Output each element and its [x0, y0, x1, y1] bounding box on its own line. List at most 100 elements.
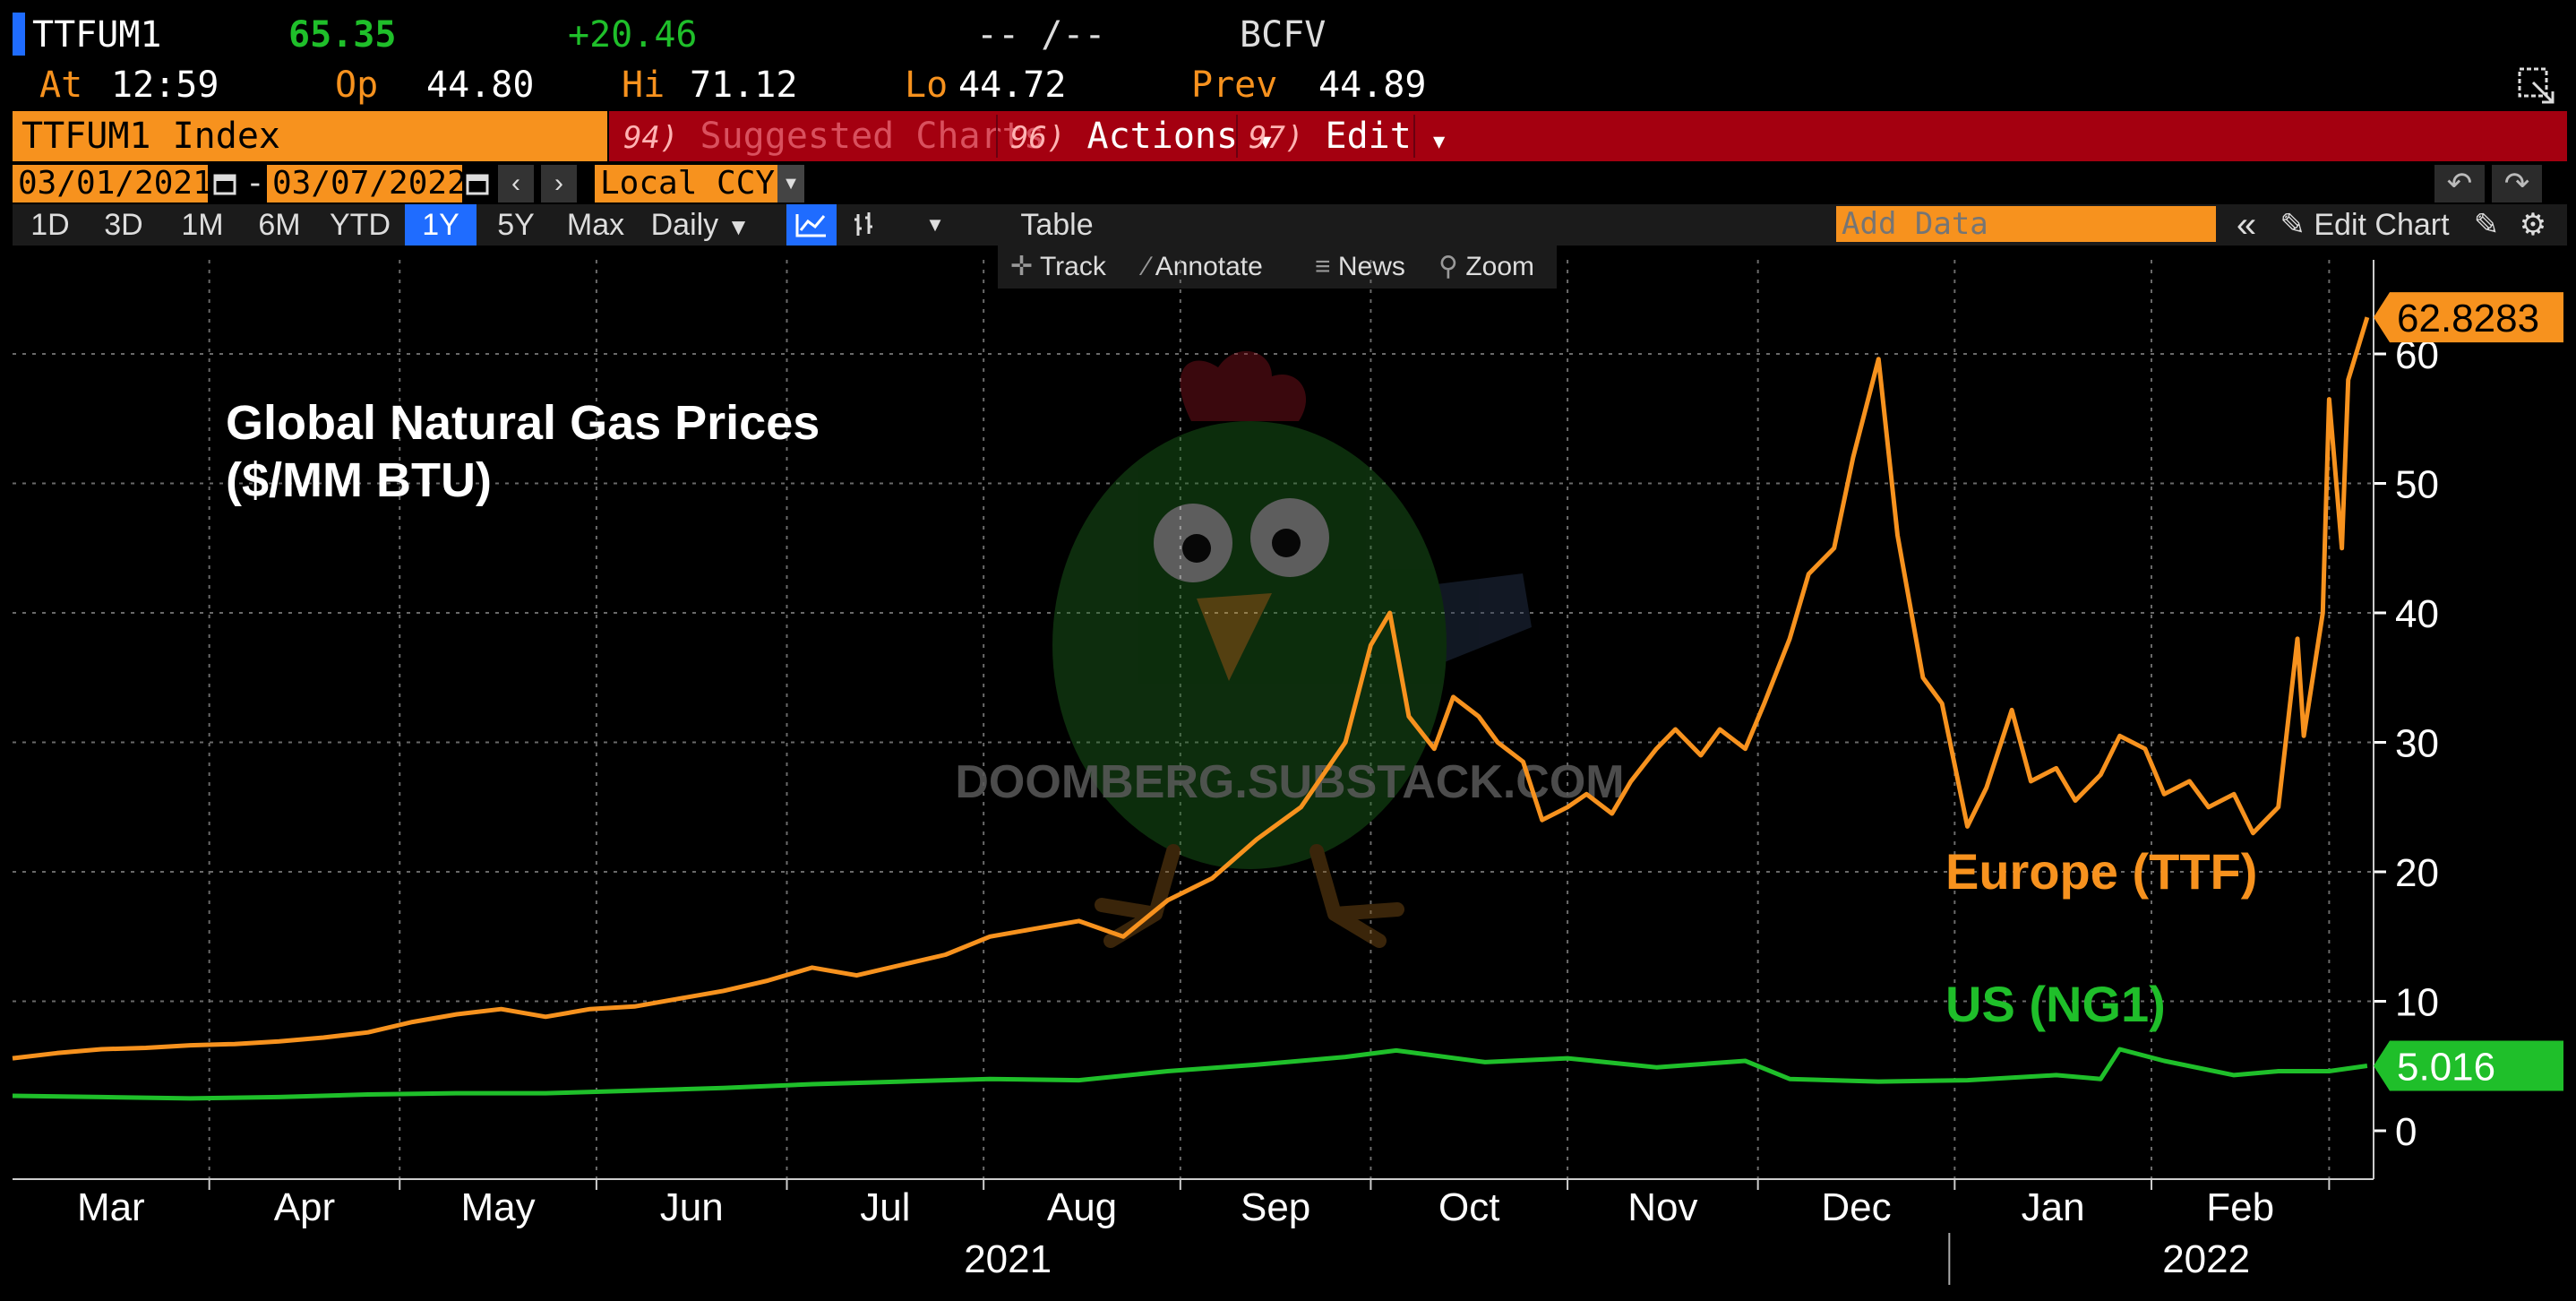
- x-month-label: Jun: [660, 1185, 724, 1229]
- track-label: Track: [1039, 252, 1106, 281]
- chicken-mascot-watermark: [1052, 350, 1532, 948]
- magnifier-icon: ⚲: [1438, 252, 1458, 281]
- zoom-label: Zoom: [1465, 252, 1535, 281]
- edit-dropdown-icon: ▼: [1432, 131, 1446, 153]
- edit-chart-label: Edit Chart: [2314, 208, 2450, 242]
- redo-button[interactable]: ↷: [2492, 165, 2542, 202]
- x-month-label: Aug: [1047, 1185, 1117, 1229]
- x-year-label: 2022: [2162, 1237, 2250, 1281]
- x-month-label: Nov: [1627, 1185, 1697, 1229]
- europe-last-value-tag: 62.8283: [2374, 292, 2563, 343]
- start-calendar-icon[interactable]: [211, 170, 238, 202]
- x-month-label: Mar: [77, 1185, 145, 1229]
- annotate-icon: ∕: [1145, 252, 1150, 281]
- edit-button[interactable]: 97) Edit ▼: [1249, 111, 1445, 161]
- edit-number: 97): [1249, 120, 1304, 156]
- track-tool[interactable]: ✛ Track: [1010, 246, 1106, 289]
- y-tick-label: 10: [2395, 981, 2439, 1025]
- period-3d[interactable]: 3D: [104, 208, 143, 242]
- chart-toolbar: [998, 246, 1557, 289]
- frequency-label: Daily: [650, 208, 719, 242]
- security-field[interactable]: TTFUM1 Index: [13, 111, 607, 161]
- end-calendar-icon[interactable]: [464, 170, 491, 202]
- x-month-label: May: [461, 1185, 536, 1229]
- table-button[interactable]: Table: [1020, 208, 1094, 242]
- last-price: 65.35: [288, 14, 397, 56]
- security-marker: [13, 13, 25, 56]
- edit-chart-button[interactable]: ✎ Edit Chart: [2275, 204, 2454, 246]
- annotate-tool[interactable]: ∕ Annotate: [1145, 246, 1263, 289]
- bid-ask: -- /--: [976, 14, 1106, 56]
- x-month-label: Dec: [1821, 1185, 1891, 1229]
- open-label: Op: [335, 65, 379, 106]
- suggested-charts-button[interactable]: 94) Suggested Charts: [623, 111, 1045, 161]
- annotate-label: Annotate: [1155, 252, 1263, 281]
- start-date-input[interactable]: 03/01/2021: [13, 165, 212, 202]
- x-month-label: Feb: [2206, 1185, 2274, 1229]
- menu-bar: [609, 111, 2567, 161]
- y-tick-label: 0: [2395, 1110, 2417, 1154]
- period-6m[interactable]: 6M: [258, 208, 301, 242]
- next-period-button[interactable]: ›: [541, 165, 577, 202]
- low-value: 44.72: [958, 65, 1067, 106]
- suggested-charts-label: Suggested Charts: [700, 116, 1045, 157]
- bar-chart-icon[interactable]: [842, 204, 887, 246]
- period-ytd[interactable]: YTD: [330, 208, 391, 242]
- chart-settings-edit-icon[interactable]: ✎: [2473, 208, 2500, 242]
- period-max[interactable]: Max: [566, 208, 625, 242]
- price-change: +20.46: [568, 14, 698, 56]
- chart-series: [12, 316, 2370, 1101]
- frequency-select[interactable]: Daily ▼: [641, 204, 760, 246]
- frequency-dropdown-icon: ▼: [726, 213, 751, 240]
- high-value: 71.12: [690, 65, 798, 106]
- pencil-icon: ✎: [2280, 208, 2306, 242]
- period-1d[interactable]: 1D: [30, 208, 70, 242]
- news-icon: ≡: [1315, 252, 1331, 281]
- currency-select[interactable]: Local CCY: [595, 165, 785, 202]
- europe-ttf-line: [12, 316, 2370, 1061]
- zoom-tool[interactable]: ⚲ Zoom: [1438, 246, 1534, 289]
- us-ng1-line: [12, 1047, 2368, 1101]
- edit-label: Edit: [1325, 116, 1412, 157]
- high-label: Hi: [622, 65, 665, 106]
- x-month-label: Jul: [860, 1185, 910, 1229]
- europe-last-value-tag-bg: [2374, 292, 2563, 343]
- actions-button[interactable]: 96) Actions ▼: [1010, 111, 1271, 161]
- x-month-label: Jan: [2022, 1185, 2085, 1229]
- open-value: 44.80: [426, 65, 535, 106]
- news-tool[interactable]: ≡ News: [1315, 246, 1405, 289]
- period-1m[interactable]: 1M: [181, 208, 224, 242]
- suggested-charts-number: 94): [623, 120, 679, 156]
- previous-period-button[interactable]: ‹: [498, 165, 534, 202]
- line-chart-icon[interactable]: [786, 204, 837, 246]
- crosshair-icon: ✛: [1010, 252, 1034, 281]
- us-last-value-tag-text: 5.016: [2397, 1045, 2495, 1089]
- actions-dropdown-icon: ▼: [1259, 131, 1272, 153]
- price-source: BCFV: [1240, 14, 1327, 56]
- currency-dropdown-icon[interactable]: ▼: [777, 165, 804, 202]
- x-year-label: 2021: [964, 1237, 1052, 1281]
- actions-label: Actions: [1086, 116, 1239, 157]
- chart-labels: 62.8283 5.016 Europe (TTF) US (NG1): [1945, 292, 2563, 1091]
- undo-button[interactable]: ↶: [2434, 165, 2485, 202]
- collapse-icon[interactable]: «: [2236, 205, 2257, 245]
- popout-icon[interactable]: [2517, 66, 2556, 106]
- end-date-input[interactable]: 03/07/2022: [267, 165, 467, 202]
- y-tick-label: 50: [2395, 463, 2439, 507]
- y-tick-label: 40: [2395, 592, 2439, 636]
- gear-icon[interactable]: ⚙: [2519, 208, 2547, 242]
- europe-series-label: Europe (TTF): [1945, 843, 2257, 900]
- watermark-text: DOOMBERG.SUBSTACK.COM: [955, 756, 1624, 808]
- period-5y[interactable]: 5Y: [497, 208, 535, 242]
- us-series-label: US (NG1): [1945, 976, 2166, 1032]
- date-separator: -: [245, 165, 265, 202]
- at-time: 12:59: [111, 65, 219, 106]
- us-last-value-tag-bg: [2374, 1040, 2563, 1091]
- at-label: At: [39, 65, 83, 106]
- add-data-input[interactable]: [1836, 206, 2216, 242]
- period-1y[interactable]: 1Y: [405, 204, 477, 246]
- chart-type-dropdown-icon[interactable]: ▼: [925, 213, 945, 236]
- y-tick-label: 30: [2395, 722, 2439, 766]
